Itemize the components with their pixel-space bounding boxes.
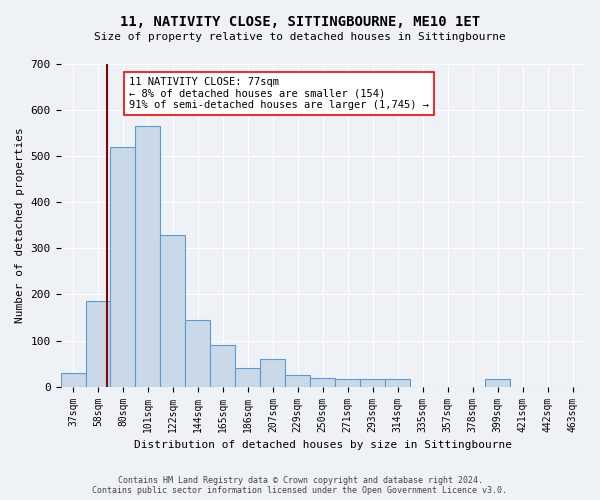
Bar: [211, 345, 235, 387]
X-axis label: Distribution of detached houses by size in Sittingbourne: Distribution of detached houses by size …: [134, 440, 512, 450]
Bar: [385, 380, 410, 386]
Bar: [335, 380, 360, 386]
Y-axis label: Number of detached properties: Number of detached properties: [15, 128, 25, 323]
Text: Size of property relative to detached houses in Sittingbourne: Size of property relative to detached ho…: [94, 32, 506, 42]
Bar: [310, 378, 335, 386]
Bar: [136, 126, 160, 386]
Text: 11 NATIVITY CLOSE: 77sqm
← 8% of detached houses are smaller (154)
91% of semi-d: 11 NATIVITY CLOSE: 77sqm ← 8% of detache…: [129, 77, 429, 110]
Text: Contains HM Land Registry data © Crown copyright and database right 2024.
Contai: Contains HM Land Registry data © Crown c…: [92, 476, 508, 495]
Bar: [61, 373, 86, 386]
Bar: [485, 380, 510, 386]
Bar: [235, 368, 260, 386]
Text: 11, NATIVITY CLOSE, SITTINGBOURNE, ME10 1ET: 11, NATIVITY CLOSE, SITTINGBOURNE, ME10 …: [120, 15, 480, 29]
Bar: [360, 380, 385, 386]
Bar: [260, 359, 286, 386]
Bar: [160, 234, 185, 386]
Bar: [185, 320, 211, 386]
Bar: [286, 375, 310, 386]
Bar: [86, 302, 110, 386]
Bar: [110, 147, 136, 386]
